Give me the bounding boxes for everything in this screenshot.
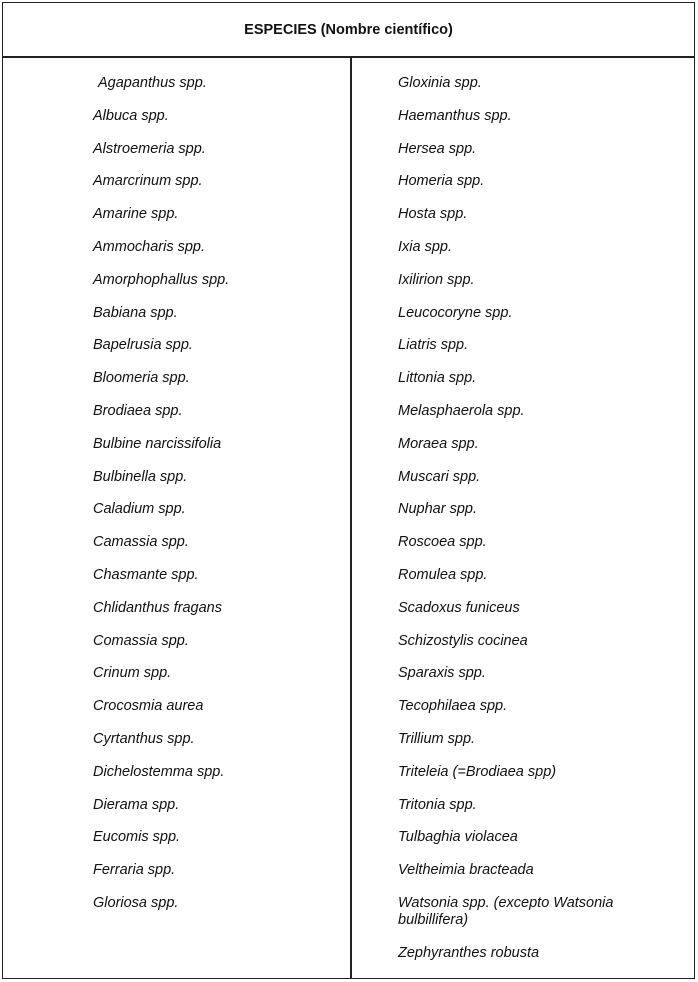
species-item: Alstroemeria spp. (93, 140, 206, 157)
right-column: Gloxinia spp. Haemanthus spp. Hersea spp. H… (398, 75, 678, 978)
species-item: Gloriosa spp. (93, 894, 179, 911)
species-item: Trillium spp. (398, 730, 476, 747)
species-item: Chasmante spp. (93, 566, 199, 583)
species-item: Ixilirion spp. (398, 271, 475, 288)
species-item: Cyrtanthus spp. (93, 730, 195, 747)
species-item: Ammocharis spp. (93, 238, 206, 255)
species-item: Tecophilaea spp. (398, 698, 508, 715)
species-item: Ixia spp. (398, 238, 452, 255)
species-item: Chlidanthus fragans (93, 599, 222, 616)
species-item: Roscoea spp. (398, 534, 487, 551)
species-item: Crocosmia aurea (93, 698, 204, 715)
species-item: Schizostylis cocinea (398, 632, 528, 649)
species-item: Leucocoryne spp. (398, 304, 513, 321)
species-item: Homeria spp. (398, 173, 485, 190)
species-item: Gloxinia spp. (398, 75, 482, 91)
species-item: Triteleia (=Brodiaea spp) (398, 763, 557, 780)
species-item: Crinum spp. (93, 665, 172, 682)
column-divider (350, 58, 352, 978)
species-item: Watsonia spp. (excepto Watsonia bulbilli… (398, 894, 614, 928)
species-item: Brodiaea spp. (93, 402, 183, 419)
species-item: Albuca spp. (93, 107, 169, 124)
species-item: Camassia spp. (93, 534, 189, 551)
species-item: Veltheimia bracteada (398, 862, 534, 879)
species-item: Amorphophallus spp. (93, 271, 230, 288)
species-item: Amarine spp. (93, 206, 179, 223)
species-item: Bulbine narcissifolia (93, 435, 222, 452)
table-header: ESPECIES (Nombre científico) (3, 3, 694, 58)
species-item: Hersea spp. (398, 140, 477, 157)
species-item: Muscari spp. (398, 468, 481, 485)
species-item: Melasphaerola spp. (398, 402, 525, 419)
species-item: Eucomis spp. (93, 829, 181, 846)
species-item: Amarcrinum spp. (93, 173, 203, 190)
species-item: Sparaxis spp. (398, 665, 486, 682)
species-item: Bulbinella spp. (93, 468, 188, 485)
species-item: Littonia spp. (398, 370, 477, 387)
species-item: Romulea spp. (398, 566, 488, 583)
species-item: Ferraria spp. (93, 862, 176, 879)
species-item: Scadoxus funiceus (398, 599, 520, 616)
species-item: Dichelostemma spp. (93, 763, 225, 780)
species-item: Tritonia spp. (398, 796, 477, 813)
species-item: Bapelrusia spp. (93, 337, 193, 354)
species-item: Moraea spp. (398, 435, 479, 452)
species-item: Zephyranthes robusta (398, 944, 540, 961)
species-item: Bloomeria spp. (93, 370, 190, 387)
species-item: Caladium spp. (93, 501, 186, 518)
species-item: Nuphar spp. (398, 501, 477, 518)
species-item: Dierama spp. (93, 796, 180, 813)
species-item: Tulbaghia violacea (398, 829, 518, 846)
species-item: Agapanthus spp. (98, 75, 207, 91)
left-column: Agapanthus spp. Albuca spp. Alstroemeria s… (93, 75, 229, 928)
species-item: Haemanthus spp. (398, 107, 512, 124)
species-item: Hosta spp. (398, 206, 468, 223)
species-item: Liatris spp. (398, 337, 469, 354)
species-item: Comassia spp. (93, 632, 189, 649)
species-item: Babiana spp. (93, 304, 178, 321)
